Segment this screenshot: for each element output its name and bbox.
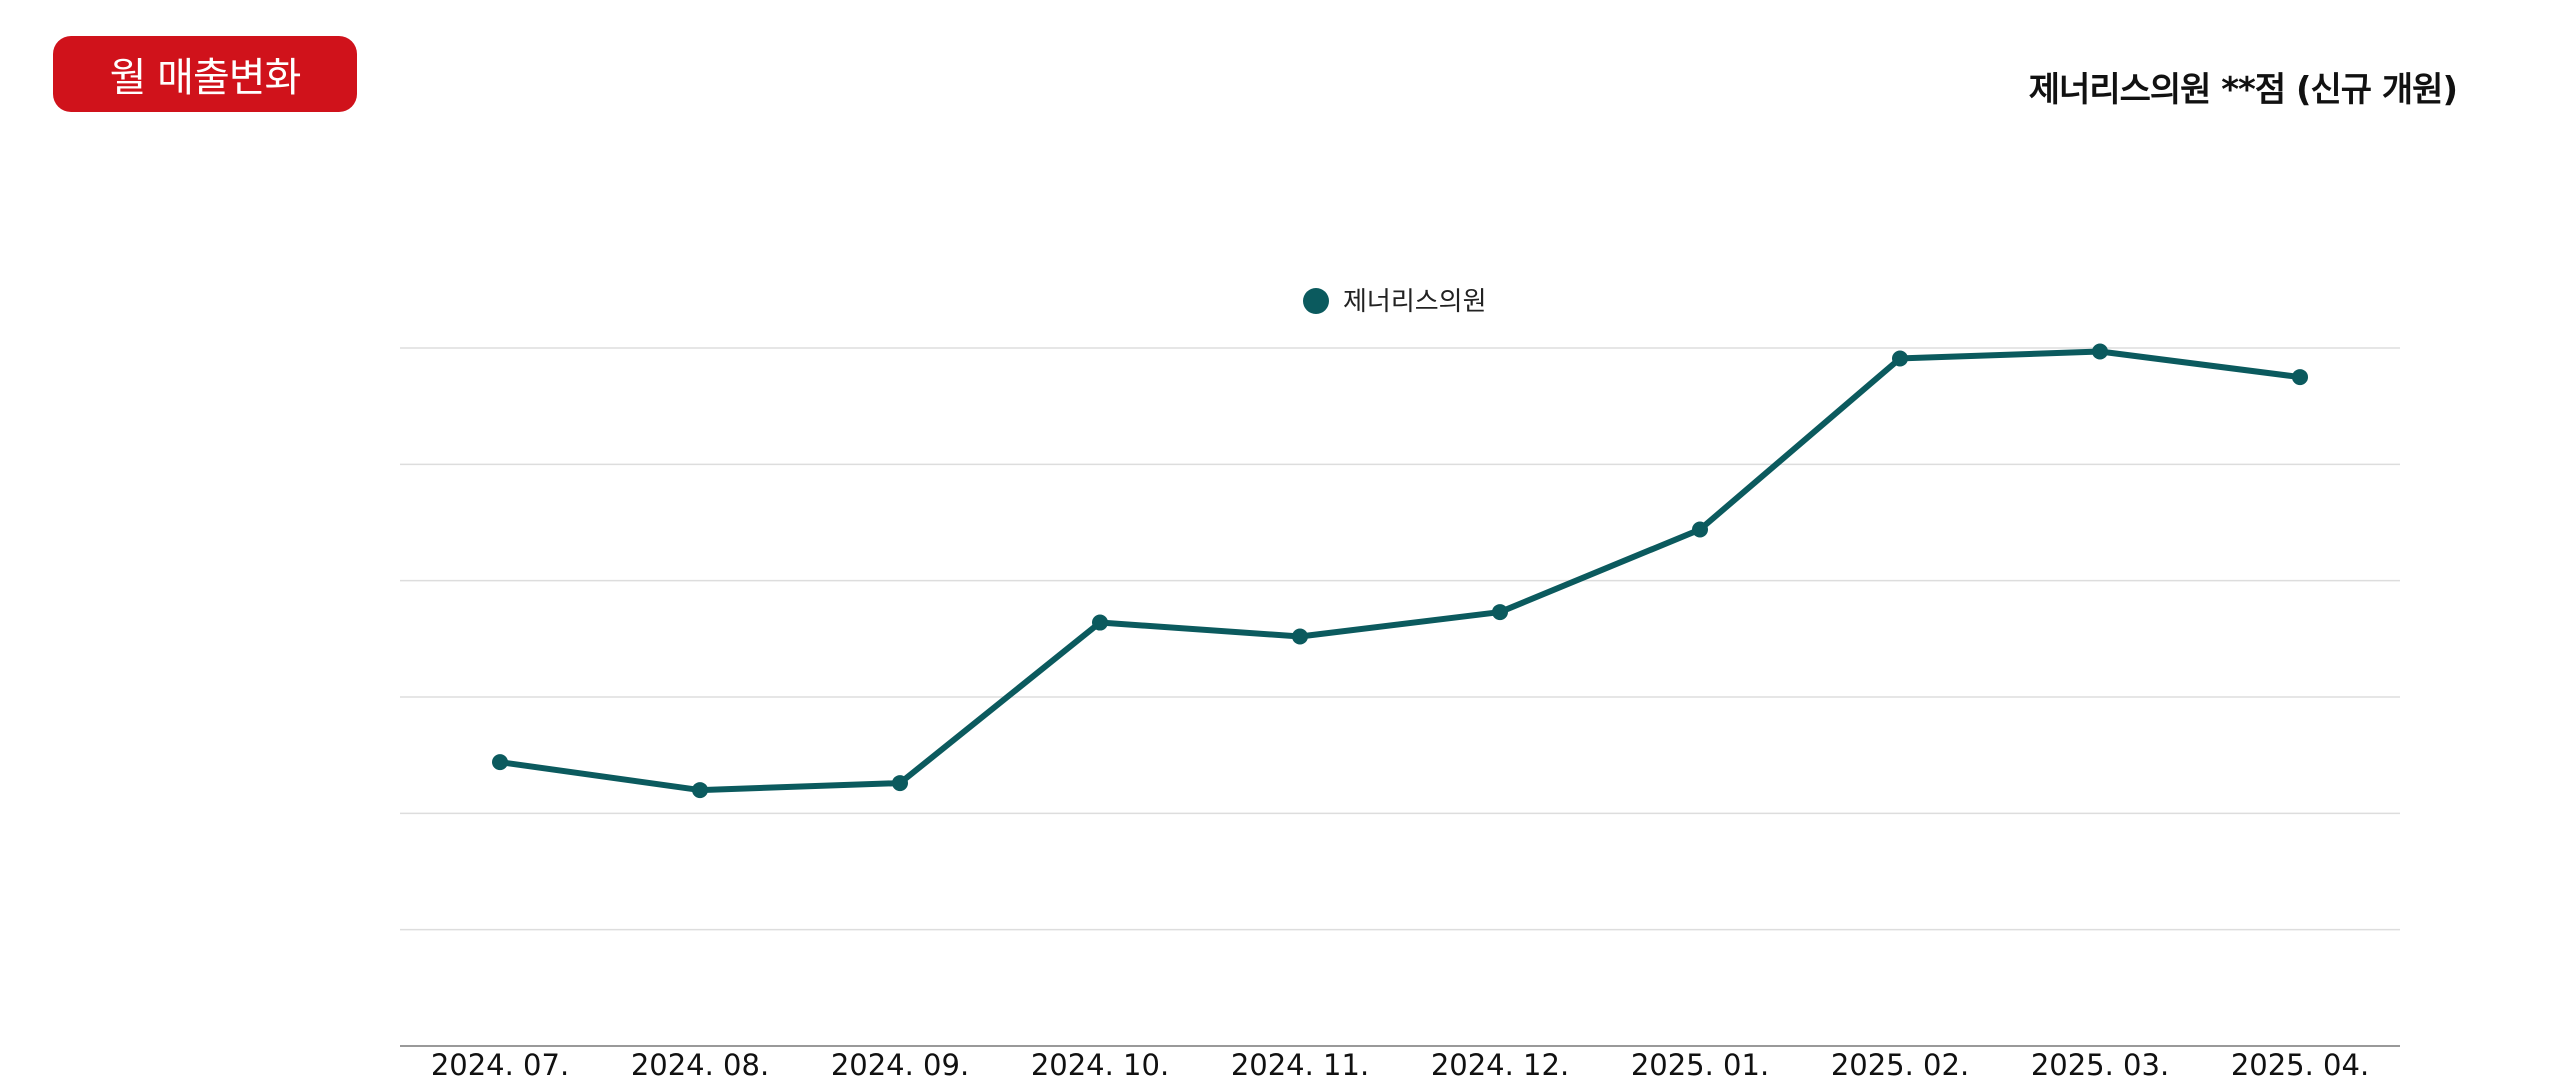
data-point[interactable] [1092,614,1108,631]
data-point[interactable] [492,754,508,771]
x-axis-ticks: 2024. 07. 2024. 08. 2024. 09. 2024. 10. 2024… [431,1048,2369,1080]
data-point[interactable] [1292,628,1308,645]
data-point[interactable] [1892,350,1908,367]
legend-label: 제너리스의원 [1343,287,1487,317]
legend: 제너리스의원 [1303,287,1487,317]
series-line [497,348,2303,794]
x-tick-label: 2024. 12. [1431,1048,1569,1080]
data-point[interactable] [892,775,908,792]
data-point[interactable] [2092,343,2108,360]
x-tick-label: 2025. 03. [2031,1048,2169,1080]
data-point[interactable] [2292,369,2308,386]
grid-lines [400,347,2400,1047]
x-tick-label: 2024. 11. [1231,1048,1369,1080]
x-tick-label: 2025. 01. [1631,1048,1769,1080]
x-tick-label: 2025. 02. [1831,1048,1969,1080]
section-badge: 월 매출변화 [53,36,357,112]
x-tick-label: 2024. 07. [431,1048,569,1080]
x-tick-label: 2024. 08. [631,1048,769,1080]
clinic-subtitle: 제너리스의원 **점 (신규 개원) [2028,70,2458,110]
legend-marker [1303,288,1329,314]
data-point[interactable] [1492,604,1508,621]
data-point[interactable] [692,782,708,799]
data-point[interactable] [1692,521,1708,538]
series-layer [492,343,2308,799]
x-tick-label: 2024. 09. [831,1048,969,1080]
x-tick-label: 2024. 10. [1031,1048,1169,1080]
x-tick-label: 2025. 04. [2231,1048,2369,1080]
